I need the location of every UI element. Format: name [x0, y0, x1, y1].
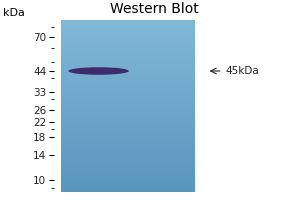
Text: 45kDa: 45kDa: [225, 66, 259, 76]
Ellipse shape: [68, 67, 129, 75]
Text: kDa: kDa: [3, 8, 25, 18]
Title: Western Blot: Western Blot: [110, 2, 199, 16]
